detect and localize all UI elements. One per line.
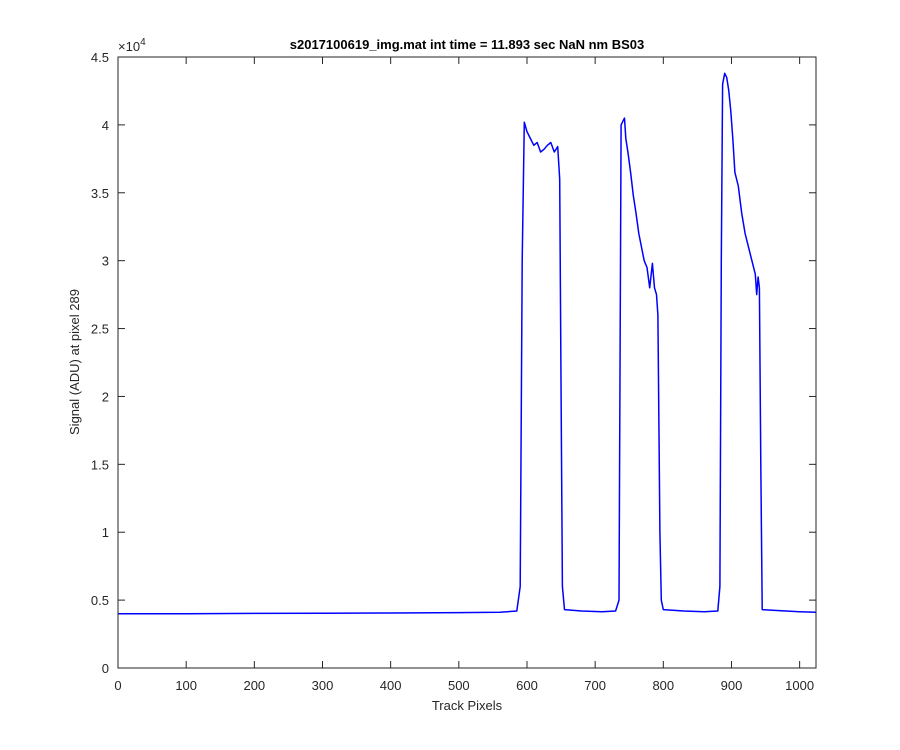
- x-tick-label: 100: [175, 678, 197, 693]
- series-layer: [118, 72, 817, 615]
- y-tick-label: 4: [102, 118, 109, 133]
- x-tick-label: 600: [516, 678, 538, 693]
- chart-title: s2017100619_img.mat int time = 11.893 se…: [290, 37, 644, 52]
- y-tick-label: 0.5: [91, 593, 109, 608]
- x-axis-ticks: 0 100 200 300 400 500 600 700 800 900 1000: [114, 57, 814, 693]
- x-tick-label: 300: [312, 678, 334, 693]
- y-tick-label: 0: [102, 661, 109, 676]
- y-tick-label: 1.5: [91, 457, 109, 472]
- y-exponent-base: ×10: [118, 39, 140, 54]
- x-tick-label: 200: [243, 678, 265, 693]
- x-tick-label: 900: [721, 678, 743, 693]
- y-tick-label: 2: [102, 389, 109, 404]
- axes-box: [117, 56, 817, 669]
- y-axis-ticks: 0 0.5 1 1.5 2 2.5 3 3.5 4 4.5: [91, 50, 816, 676]
- x-tick-label: 1000: [785, 678, 814, 693]
- x-tick-label: 700: [584, 678, 606, 693]
- y-tick-label: 3.5: [91, 186, 109, 201]
- x-tick-label: 0: [114, 678, 121, 693]
- x-tick-label: 400: [380, 678, 402, 693]
- axes-background: [118, 57, 816, 668]
- y-tick-label: 1: [102, 525, 109, 540]
- y-tick-label: 2.5: [91, 322, 109, 337]
- y-tick-label: 4.5: [91, 50, 109, 65]
- y-exponent-power: 4: [140, 37, 146, 48]
- y-exponent-label: ×104: [118, 37, 146, 54]
- x-tick-label: 800: [652, 678, 674, 693]
- series-line-0: [118, 72, 817, 615]
- y-tick-label: 3: [102, 254, 109, 269]
- x-axis-label: Track Pixels: [432, 698, 503, 713]
- x-tick-label: 500: [448, 678, 470, 693]
- y-axis-label: Signal (ADU) at pixel 289: [67, 289, 82, 435]
